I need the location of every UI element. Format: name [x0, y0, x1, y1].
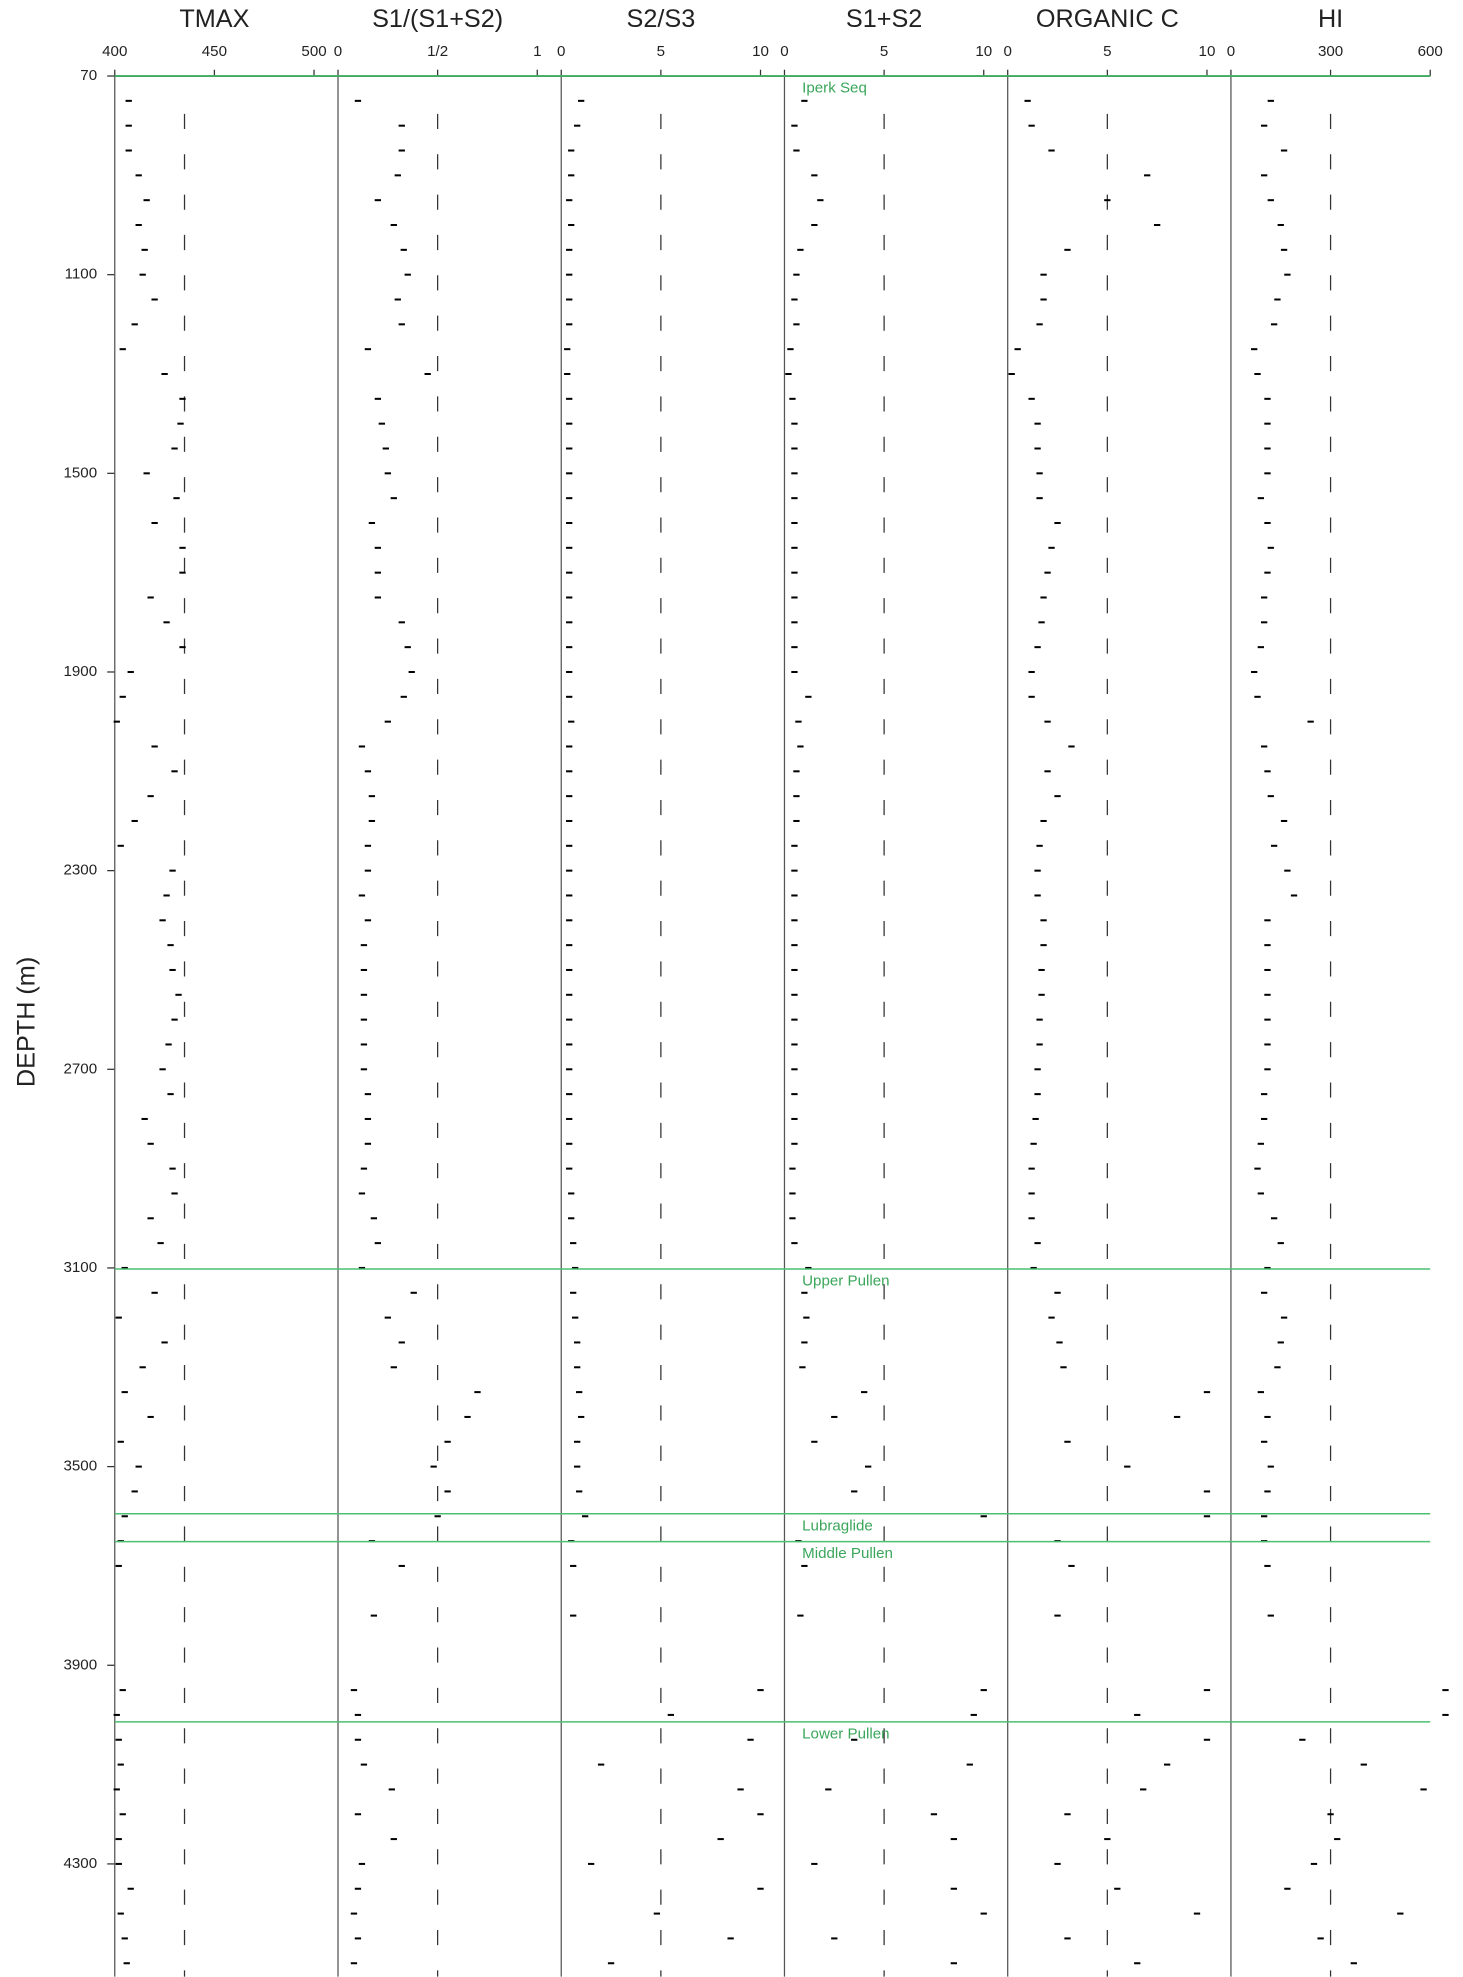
track-title: S1/(S1+S2) [372, 5, 503, 33]
x-tick-label: 5 [1103, 43, 1111, 60]
y-tick-label: 1100 [65, 266, 98, 283]
x-tick-label: 600 [1418, 43, 1443, 60]
track-title: S1+S2 [846, 5, 922, 33]
x-tick-label: 0 [334, 43, 342, 60]
y-tick-label: 4300 [63, 1855, 97, 1872]
y-tick-label: 70 [80, 67, 97, 84]
y-tick-label: 3900 [63, 1656, 97, 1673]
track-title: ORGANIC C [1036, 5, 1179, 33]
x-tick-label: 0 [557, 43, 565, 60]
x-tick-label: 300 [1318, 43, 1343, 60]
x-tick-label: 450 [202, 43, 227, 60]
track-title: TMAX [179, 5, 249, 33]
x-tick-label: 5 [657, 43, 665, 60]
y-tick-label: 2700 [63, 1060, 97, 1077]
x-tick-label: 0 [780, 43, 788, 60]
y-tick-label: 3100 [63, 1259, 97, 1276]
x-tick-label: 0 [1227, 43, 1235, 60]
y-axis-label: DEPTH (m) [12, 957, 40, 1087]
formation-top-label: Upper Pullen [802, 1273, 889, 1290]
x-tick-label: 10 [1199, 43, 1216, 60]
track-title: S2/S3 [627, 5, 696, 33]
formation-top-label: Lubraglide [802, 1517, 873, 1534]
formation-top-label: Iperk Seq [802, 80, 867, 97]
formation-top-label: Middle Pullen [802, 1545, 893, 1562]
x-tick-label: 0 [1003, 43, 1011, 60]
x-tick-label: 500 [301, 43, 326, 60]
y-tick-label: 1500 [63, 464, 97, 481]
x-tick-label: 5 [880, 43, 888, 60]
x-tick-label: 1 [533, 43, 541, 60]
x-tick-label: 10 [752, 43, 769, 60]
x-tick-label: 10 [975, 43, 992, 60]
track-title: HI [1318, 5, 1343, 33]
y-tick-label: 3500 [63, 1458, 97, 1475]
formation-top-label: Lower Pullen [802, 1725, 889, 1742]
y-tick-label: 2300 [63, 862, 97, 879]
x-tick-label: 400 [102, 43, 127, 60]
x-tick-label: 1/2 [427, 43, 448, 60]
y-tick-label: 1900 [63, 663, 97, 680]
